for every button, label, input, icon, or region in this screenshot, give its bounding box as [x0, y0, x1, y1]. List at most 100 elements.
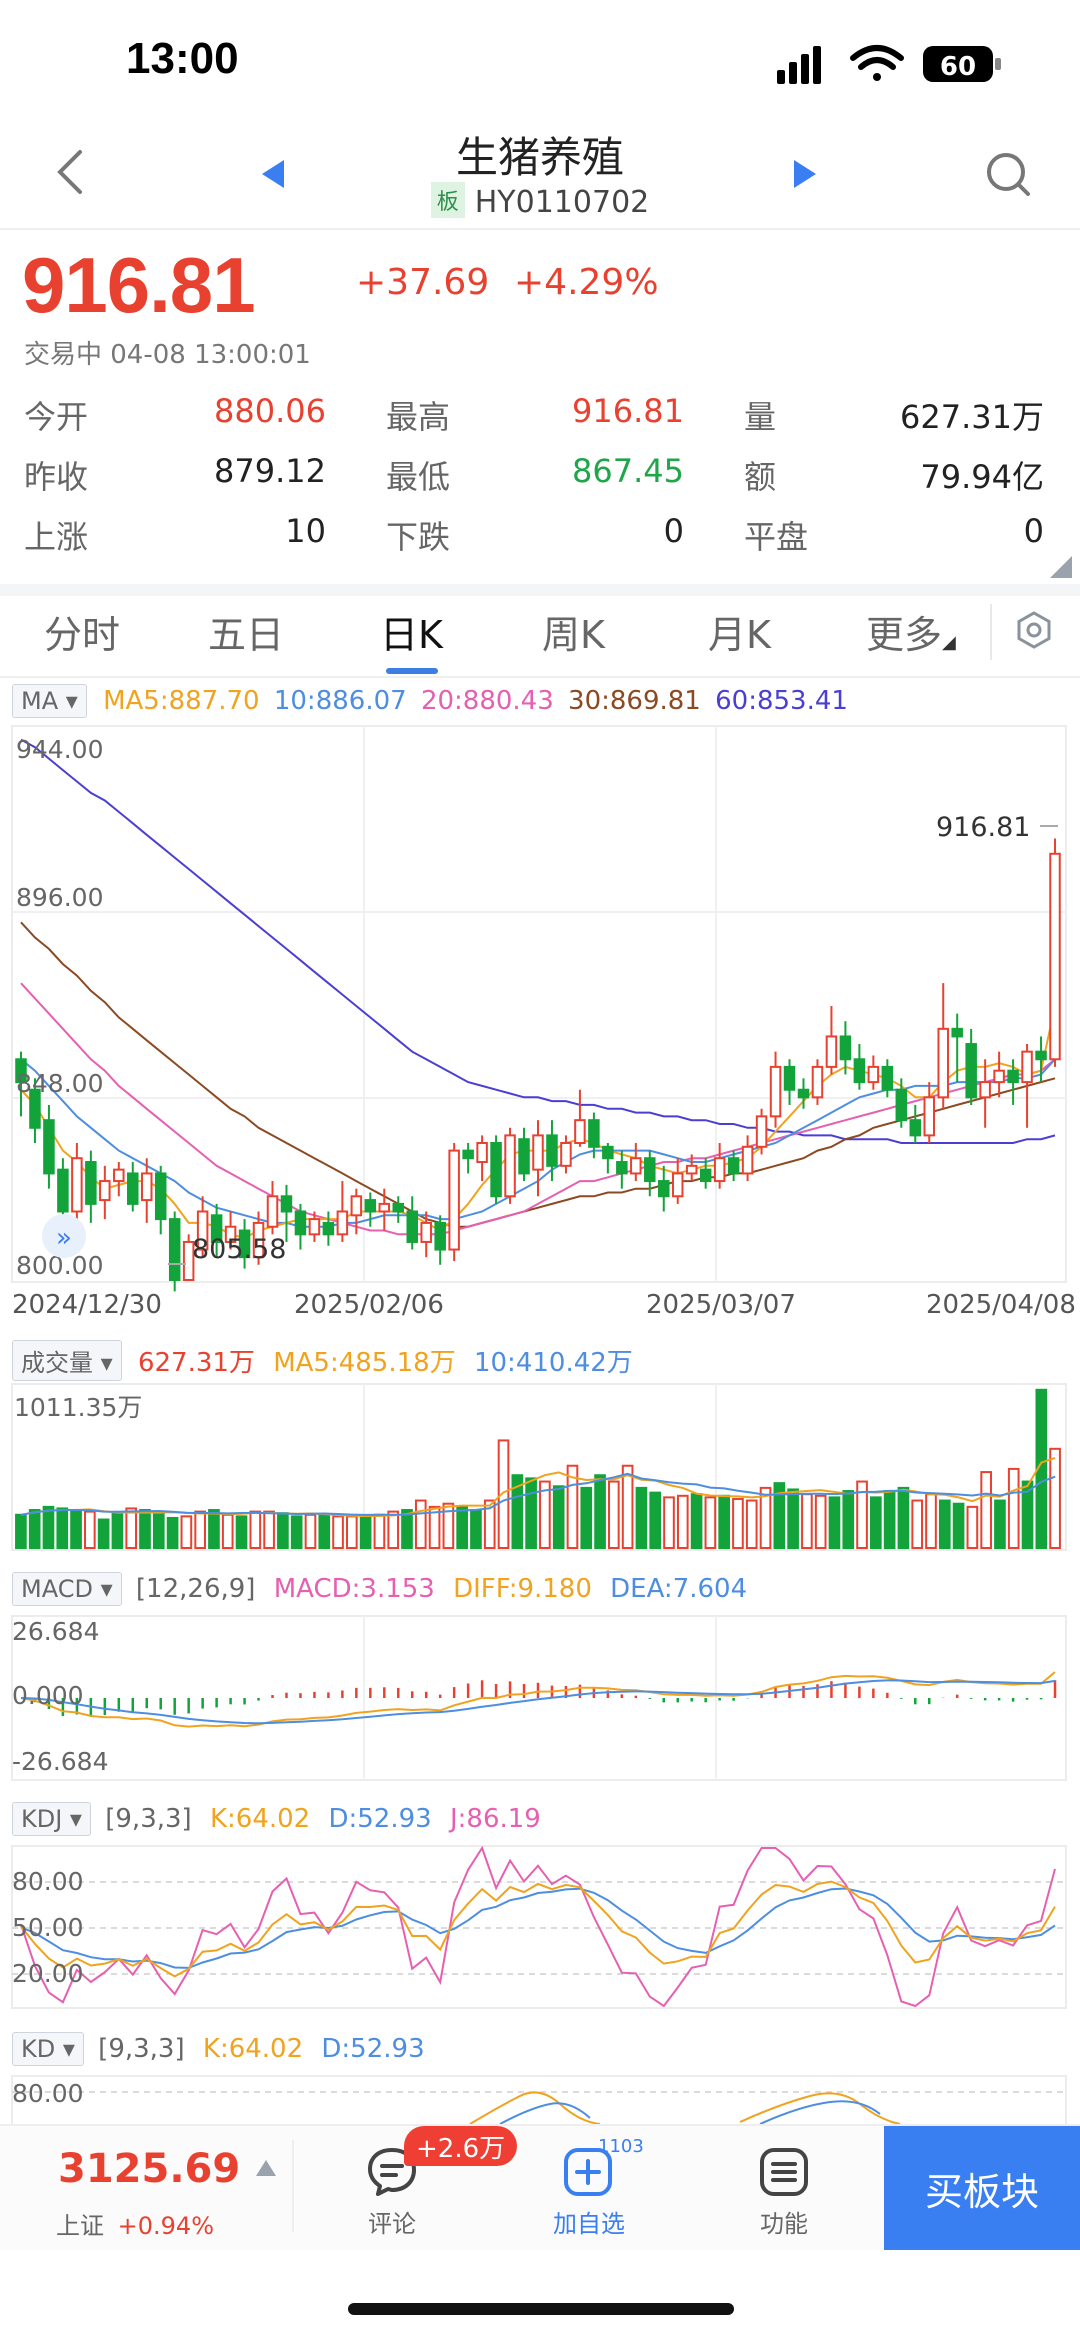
volume-bar: [773, 1482, 786, 1549]
diff-value: DIFF:9.180: [453, 1574, 592, 1604]
candle: [238, 1219, 251, 1269]
ma5-legend: MA5:887.70: [103, 686, 260, 716]
status-icons: 60: [777, 45, 1001, 84]
index-value[interactable]: 3125.69: [58, 2146, 241, 2192]
tab-weekly-k[interactable]: 周K: [542, 613, 605, 657]
kdj-chart[interactable]: 80.00 50.00 20.00: [0, 1844, 1080, 2010]
tab-more[interactable]: 更多◢: [866, 604, 956, 659]
function-menu-icon[interactable]: [758, 2146, 810, 2198]
volume-bar: [304, 1513, 317, 1550]
candle: [15, 1051, 27, 1117]
previous-sector-icon[interactable]: [262, 160, 284, 188]
candle: [909, 1104, 922, 1143]
high-value: 916.81: [572, 392, 684, 430]
candle: [769, 1051, 782, 1128]
candle: [588, 1112, 600, 1159]
candle: [755, 1108, 768, 1155]
volume-selector-label: 成交量: [21, 1349, 93, 1377]
candle-body: [1035, 1050, 1047, 1061]
candle: [923, 1082, 936, 1143]
high-label: 最高: [386, 398, 451, 436]
candle-body: [881, 1065, 894, 1091]
volume-chart[interactable]: 1011.35万: [0, 1382, 1080, 1552]
candle: [308, 1211, 321, 1242]
candle: [881, 1059, 894, 1098]
volume-bar: [621, 1464, 634, 1549]
macd-chart[interactable]: 26.684 0.000 -26.684: [0, 1614, 1080, 1782]
volume-bar: [235, 1515, 248, 1550]
tab-daily-k[interactable]: 日K: [380, 613, 443, 657]
kdj-j-line: [20, 1845, 1056, 2008]
volume-bar: [346, 1515, 358, 1550]
volume-bar: [552, 1485, 565, 1549]
back-arrow-icon[interactable]: [50, 148, 90, 196]
comment-count-badge: +2.6万: [404, 2126, 518, 2166]
kd-d-value: D:52.93: [321, 2034, 425, 2064]
candle: [336, 1181, 349, 1242]
candle: [797, 1078, 810, 1109]
volume-ma10-line: [20, 1472, 1056, 1516]
kd-selector[interactable]: KD ▾: [12, 2032, 84, 2066]
candle: [71, 1143, 83, 1227]
candle-body: [671, 1172, 684, 1198]
kdj-d-line: [20, 1887, 1056, 1969]
buy-sector-button[interactable]: 买板块: [884, 2126, 1080, 2250]
candle: [867, 1055, 880, 1090]
kdj-selector-label: KDJ: [21, 1805, 63, 1833]
candle: [532, 1120, 544, 1197]
tab-five-day[interactable]: 五日: [208, 613, 285, 657]
candle-body: [308, 1218, 321, 1236]
volume-legend: 成交量 ▾ 627.31万 MA5:485.18万 10:410.42万: [12, 1340, 633, 1381]
kd-chart[interactable]: 80.00: [0, 2074, 1080, 2126]
volume-bar: [732, 1497, 744, 1549]
flat-count-value: 0: [1023, 512, 1044, 550]
candle-body: [741, 1145, 754, 1175]
tab-monthly-k[interactable]: 月K: [708, 613, 771, 657]
ma-selector[interactable]: MA ▾: [12, 684, 87, 718]
candle: [727, 1150, 740, 1182]
candle-body: [490, 1142, 502, 1198]
volume-selector[interactable]: 成交量 ▾: [12, 1340, 122, 1381]
candle-body: [1007, 1069, 1019, 1084]
function-label[interactable]: 功能: [760, 2210, 808, 2238]
candle: [29, 1078, 41, 1143]
candle: [825, 1006, 838, 1075]
volume-bar: [456, 1505, 468, 1549]
candle-body: [1021, 1050, 1033, 1084]
volume-bar: [883, 1490, 896, 1549]
macd-selector[interactable]: MACD ▾: [12, 1572, 122, 1606]
settings-icon[interactable]: [1014, 610, 1054, 650]
kdj-selector[interactable]: KDJ ▾: [12, 1802, 91, 1836]
candle-body: [294, 1210, 307, 1236]
candle: [154, 1165, 167, 1235]
volume-bar: [801, 1493, 813, 1549]
volume-bar: [483, 1499, 496, 1550]
macd-y-tick: 26.684: [12, 1617, 99, 1646]
amount-label: 额: [744, 458, 777, 496]
macd-value: MACD:3.153: [273, 1574, 435, 1604]
active-tab-indicator: [386, 668, 438, 674]
search-icon[interactable]: [984, 150, 1032, 198]
comment-label[interactable]: 评论: [368, 2210, 416, 2238]
add-watchlist-icon[interactable]: [562, 2146, 614, 2198]
candle-body: [699, 1168, 712, 1183]
index-expand-icon[interactable]: [256, 2160, 276, 2176]
kline-chart[interactable]: 944.00 896.00 848.00 800.00 916.81 805.5…: [0, 724, 1080, 1304]
candle: [518, 1127, 530, 1182]
expand-quote-icon[interactable]: [1050, 556, 1072, 578]
expand-chart-icon[interactable]: »: [42, 1214, 86, 1258]
x-axis-label: 2025/04/08: [926, 1290, 1076, 1320]
comment-icon[interactable]: [364, 2144, 420, 2200]
volume-bar: [842, 1490, 855, 1549]
volume-bar: [608, 1480, 620, 1549]
low-value: 867.45: [572, 452, 684, 490]
candle: [224, 1211, 237, 1250]
next-sector-icon[interactable]: [794, 160, 816, 188]
candle: [280, 1184, 293, 1242]
candle: [490, 1135, 502, 1204]
macd-selector-label: MACD: [21, 1575, 93, 1603]
candle: [182, 1234, 195, 1282]
tab-intraday[interactable]: 分时: [44, 613, 121, 657]
home-indicator[interactable]: [348, 2303, 734, 2315]
add-watchlist-label[interactable]: 加自选: [553, 2210, 625, 2238]
